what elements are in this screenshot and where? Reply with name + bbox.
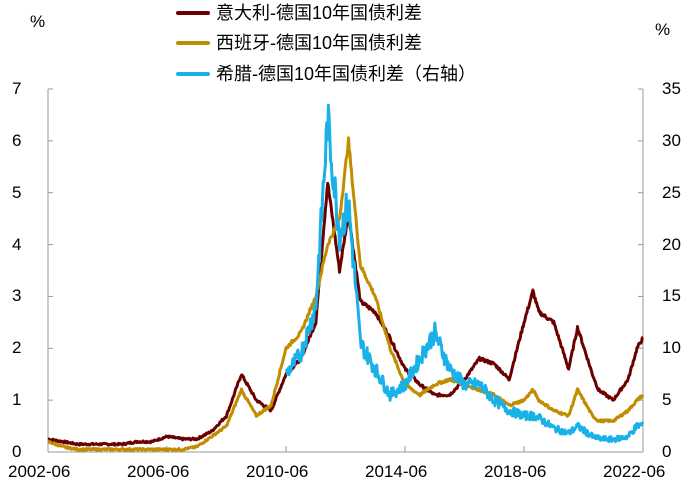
right-y-tick-label: 30	[662, 130, 681, 150]
right-y-tick-label: 5	[662, 390, 672, 410]
left-y-tick-label: 6	[12, 130, 22, 150]
right-y-tick-label: 0	[662, 442, 672, 461]
series-line-1	[47, 136, 645, 452]
x-tick-label: 2002-06	[8, 462, 71, 481]
x-tick-label: 2022-06	[603, 462, 666, 481]
legend-swatch-greece	[176, 72, 210, 76]
series-line-2	[285, 103, 645, 444]
right-y-tick-label: 20	[662, 234, 681, 254]
x-tick-label: 2018-06	[484, 462, 547, 481]
x-tick-label: 2006-06	[127, 462, 190, 481]
right-y-tick-label: 35	[662, 79, 681, 98]
left-y-tick-label: 5	[12, 182, 22, 202]
left-y-tick-label: 0	[12, 442, 22, 461]
x-tick-label: 2014-06	[365, 462, 428, 481]
legend-label-spain: 西班牙-德国10年国债利差	[216, 33, 423, 53]
left-y-tick-label: 4	[12, 234, 22, 254]
left-y-tick-label: 1	[12, 390, 22, 410]
chart-axes	[47, 88, 644, 453]
right-y-tick-label: 15	[662, 286, 681, 306]
legend-swatch-spain	[176, 41, 210, 45]
right-y-tick-label: 10	[662, 338, 681, 358]
left-y-tick-label: 3	[12, 286, 22, 306]
legend-label-greece: 希腊-德国10年国债利差（右轴）	[216, 64, 477, 84]
left-axis-unit: %	[30, 12, 46, 31]
right-y-tick-label: 25	[662, 182, 681, 202]
left-y-tick-label: 2	[12, 338, 22, 358]
x-tick-label: 2010-06	[246, 462, 309, 481]
left-y-tick-label: 7	[12, 79, 22, 98]
legend-swatch-italy	[176, 11, 210, 15]
right-axis-unit: %	[655, 20, 671, 39]
chart-series	[47, 103, 645, 452]
series-line-0	[47, 181, 644, 447]
legend-label-italy: 意大利-德国10年国债利差	[216, 3, 423, 23]
